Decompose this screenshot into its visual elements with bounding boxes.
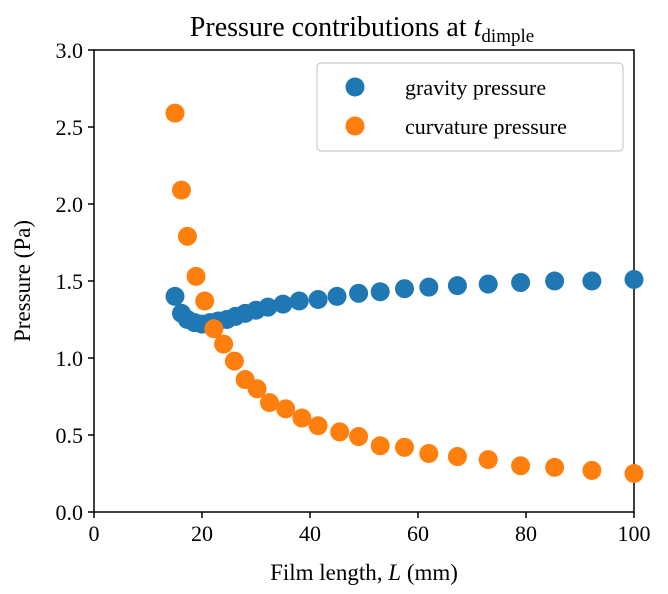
y-tick-label: 0.5	[56, 423, 84, 448]
x-tick-label: 20	[191, 521, 213, 546]
data-point	[214, 334, 234, 354]
data-point	[511, 273, 531, 293]
x-tick-label: 100	[618, 521, 651, 546]
data-point	[276, 399, 296, 419]
data-point	[582, 271, 602, 291]
data-point	[478, 274, 498, 294]
x-axis-ticks: 0 20 40 60 80 100	[89, 512, 651, 546]
data-point	[478, 450, 498, 470]
chart-title-var: t	[474, 12, 483, 43]
data-point	[186, 266, 206, 286]
data-point	[289, 291, 309, 311]
y-tick-label: 2.0	[56, 192, 84, 217]
data-point	[395, 437, 414, 457]
chart-title-sub: dimple	[481, 26, 534, 47]
data-points	[165, 103, 644, 483]
x-axis-label-var: L	[387, 560, 401, 585]
y-axis-ticks: 0.0 0.5 1.0 1.5 2.0 2.5 3.0	[56, 38, 94, 525]
x-tick-label: 80	[515, 521, 537, 546]
x-tick-label: 0	[89, 521, 100, 546]
data-point	[224, 351, 244, 371]
data-point	[419, 277, 439, 297]
data-point	[624, 464, 644, 483]
data-point	[370, 282, 390, 302]
data-point	[308, 416, 328, 436]
data-point	[165, 103, 185, 123]
data-point	[177, 226, 197, 246]
data-point	[511, 456, 531, 476]
series-curvature	[165, 103, 644, 483]
x-tick-label: 40	[299, 521, 321, 546]
x-axis-label-post: (mm)	[401, 560, 458, 585]
x-axis-label: Film length, L (mm)	[270, 560, 458, 585]
y-tick-label: 2.5	[56, 115, 84, 140]
data-point	[273, 294, 293, 314]
chart-title-main: Pressure contributions at	[190, 12, 474, 43]
data-point	[447, 447, 467, 467]
legend-label-gravity: gravity pressure	[405, 75, 546, 100]
data-point	[349, 427, 369, 447]
legend-box	[316, 62, 624, 152]
data-point	[195, 291, 215, 311]
y-tick-label: 1.5	[56, 269, 84, 294]
data-point	[349, 283, 369, 303]
data-point	[308, 289, 328, 309]
data-point	[171, 180, 191, 200]
series-gravity	[165, 269, 644, 334]
y-tick-label: 1.0	[56, 346, 84, 371]
chart-title: Pressure contributions at tdimple	[190, 12, 534, 47]
data-point	[582, 460, 602, 480]
y-tick-label: 3.0	[56, 38, 84, 63]
x-tick-label: 60	[407, 521, 429, 546]
legend-marker-gravity	[345, 77, 365, 97]
data-point	[292, 408, 312, 428]
data-point	[330, 422, 350, 442]
legend: gravity pressure curvature pressure	[316, 62, 624, 152]
x-axis-label-pre: Film length,	[270, 560, 388, 585]
legend-label-curvature: curvature pressure	[405, 114, 567, 139]
data-point	[165, 286, 185, 306]
data-point	[545, 457, 565, 477]
data-point	[327, 286, 347, 306]
data-point	[545, 271, 565, 291]
data-point	[419, 443, 439, 463]
data-point	[447, 276, 467, 296]
y-axis-label: Pressure (Pa)	[10, 220, 35, 342]
data-point	[370, 436, 390, 456]
data-point	[247, 379, 267, 399]
y-tick-label: 0.0	[56, 500, 84, 525]
data-point	[260, 393, 279, 413]
data-point	[395, 279, 414, 299]
data-point	[258, 297, 278, 317]
data-point	[204, 319, 224, 339]
legend-marker-curvature	[345, 116, 365, 136]
data-point	[624, 269, 644, 289]
